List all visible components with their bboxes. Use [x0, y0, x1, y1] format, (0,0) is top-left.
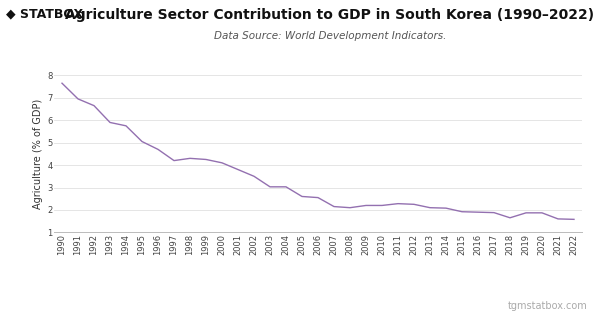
Text: Data Source: World Development Indicators.: Data Source: World Development Indicator… — [214, 31, 446, 41]
Text: Agriculture Sector Contribution to GDP in South Korea (1990–2022): Agriculture Sector Contribution to GDP i… — [65, 8, 595, 22]
Y-axis label: Agriculture (% of GDP): Agriculture (% of GDP) — [33, 99, 43, 209]
Text: ◆ STATBOX: ◆ STATBOX — [6, 8, 83, 21]
Text: tgmstatbox.com: tgmstatbox.com — [508, 301, 588, 311]
